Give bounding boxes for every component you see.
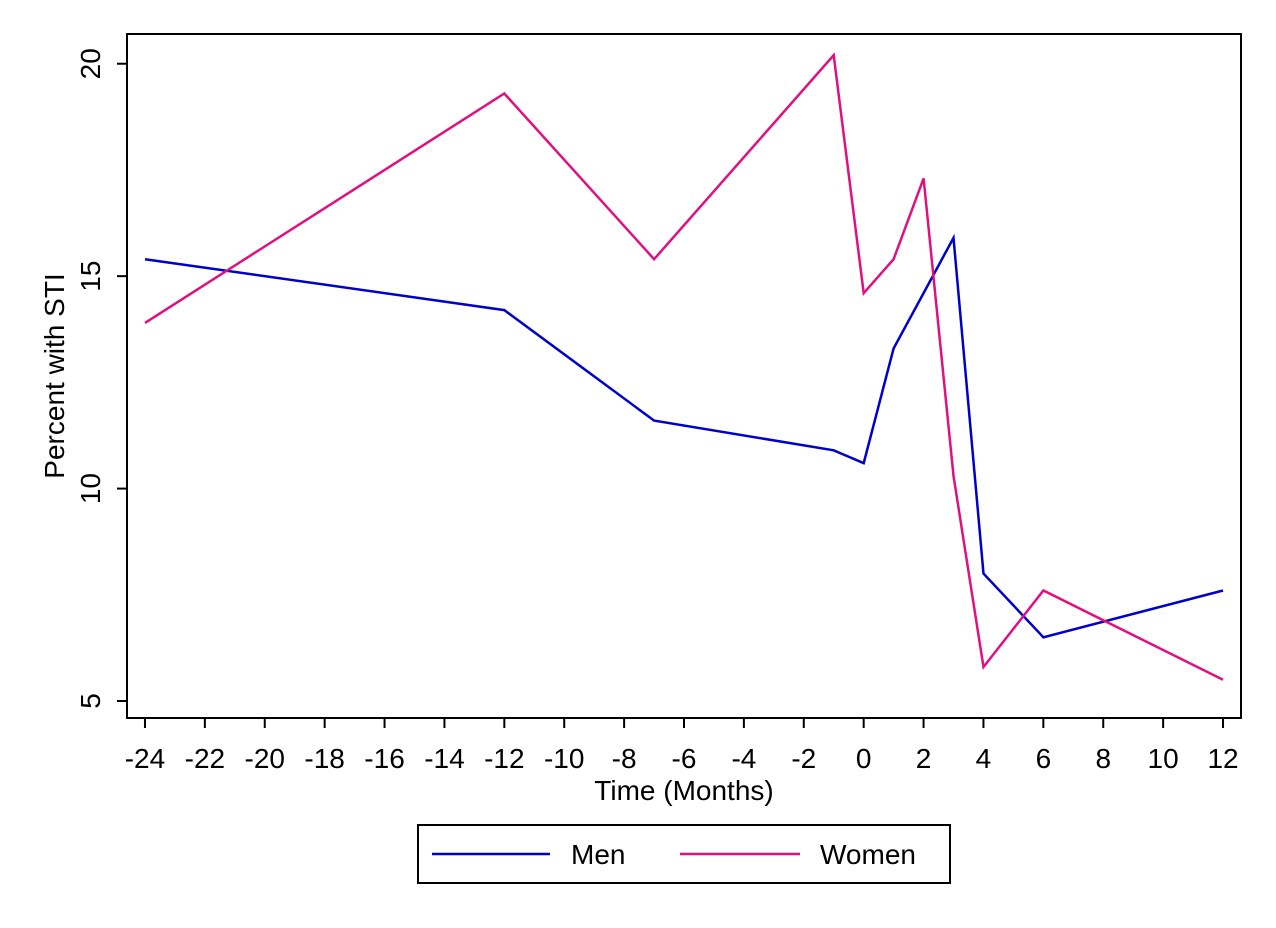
y-tick-label: 15 [75,261,106,292]
x-axis-title: Time (Months) [594,775,773,806]
x-tick-label: 2 [916,743,932,774]
x-tick-label: -22 [185,743,225,774]
x-tick-label: 12 [1207,743,1238,774]
y-axis: 5 10 15 20 [75,48,127,709]
x-tick-label: 8 [1095,743,1111,774]
x-tick-label: -4 [731,743,756,774]
series-line-men [144,233,1224,639]
x-tick-label: 0 [856,743,872,774]
x-tick-label: -8 [612,743,637,774]
series-layer [144,52,1224,681]
x-tick-label: -18 [304,743,344,774]
x-tick-label: -6 [672,743,697,774]
x-tick-label: 6 [1036,743,1052,774]
x-tick-label: -2 [791,743,816,774]
y-axis-title: Percent with STI [39,273,70,478]
x-axis: -24 -22 -20 -18 -16 -14 -12 -10 -8 -6 -4 -2 0 2 4 6 8 10 1… [125,718,1239,774]
x-tick-label: -10 [544,743,584,774]
x-tick-label: -24 [125,743,165,774]
y-tick-label: 10 [75,473,106,504]
x-tick-label: -12 [484,743,524,774]
legend: Men Women [417,824,951,884]
y-tick-label: 5 [75,693,106,709]
x-tick-label: -16 [364,743,404,774]
x-tick-label: -14 [424,743,464,774]
y-tick-label: 20 [75,48,106,79]
series-line-women [144,52,1224,681]
x-tick-label: 4 [976,743,992,774]
legend-label-women: Women [820,839,916,870]
x-tick-label: 10 [1148,743,1179,774]
x-tick-label: -20 [245,743,285,774]
legend-label-men: Men [571,839,625,870]
